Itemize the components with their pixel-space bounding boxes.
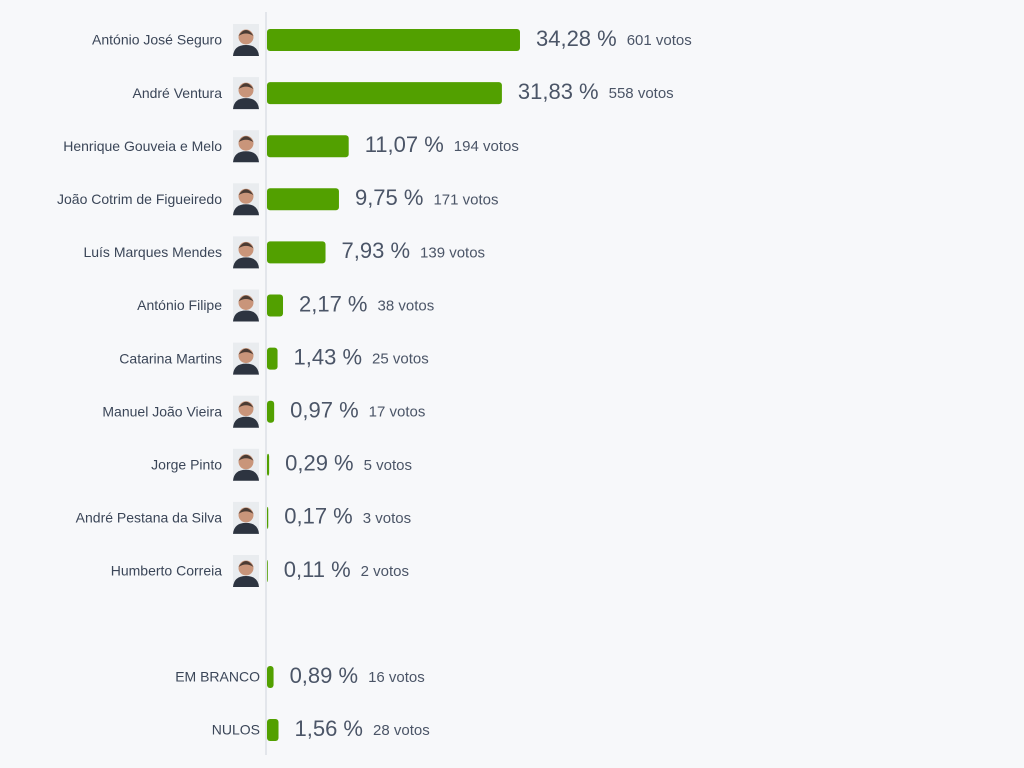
vote-label: 16 votos (368, 669, 425, 686)
photo-body (233, 45, 259, 56)
bar (267, 560, 268, 582)
category-label: António José Seguro (92, 32, 222, 48)
photo-body (233, 576, 259, 587)
candidate-photo (233, 77, 259, 110)
photo-body (233, 98, 259, 110)
category-label: André Pestana da Silva (76, 510, 223, 526)
vote-label: 28 votos (373, 722, 430, 739)
bar (267, 241, 326, 264)
vote-label: 17 votos (369, 404, 426, 421)
photo-hair (238, 454, 254, 461)
photo-hair (238, 30, 254, 36)
value-label: 0,89 % (290, 663, 359, 688)
category-label: Jorge Pinto (151, 457, 222, 473)
category-label: João Cotrim de Figueiredo (57, 191, 222, 207)
bar (267, 666, 274, 688)
bar (267, 29, 520, 51)
candidate-photo (233, 555, 259, 587)
vote-label: 194 votos (454, 138, 519, 155)
photo-body (233, 204, 259, 216)
photo-body (233, 469, 259, 481)
photo-hair (238, 561, 254, 567)
vote-label: 601 votos (627, 32, 692, 49)
vote-label: 558 votos (609, 85, 674, 102)
vote-label: 171 votos (433, 191, 498, 208)
value-label: 9,75 % (355, 185, 424, 210)
bar (267, 506, 269, 529)
category-label: Catarina Martins (119, 350, 222, 366)
category-label: Humberto Correia (111, 563, 222, 579)
photo-hair (238, 401, 254, 408)
value-label: 0,17 % (284, 504, 353, 529)
category-label: Henrique Gouveia e Melo (63, 138, 222, 154)
bar (267, 294, 284, 317)
value-label: 7,93 % (342, 238, 411, 263)
value-label: 0,97 % (290, 398, 359, 423)
bar (267, 188, 339, 211)
vote-label: 25 votos (372, 351, 429, 368)
category-label: António Filipe (137, 297, 222, 313)
vote-label: 139 votos (420, 244, 485, 261)
vote-label: 38 votos (378, 297, 435, 314)
photo-hair (238, 507, 254, 514)
category-label: Luís Marques Mendes (83, 244, 222, 260)
value-label: 31,83 % (518, 79, 599, 104)
value-label: 1,43 % (294, 344, 363, 369)
photo-hair (238, 348, 254, 355)
photo-hair (238, 295, 254, 302)
bar (267, 400, 275, 423)
photo-body (233, 522, 259, 534)
value-label: 0,11 % (284, 557, 351, 582)
category-label: EM BRANCO (175, 669, 260, 685)
category-label: Manuel João Vieira (102, 403, 222, 419)
value-label: 34,28 % (536, 26, 617, 51)
candidate-photo (233, 395, 259, 428)
value-label: 0,29 % (285, 451, 354, 476)
photo-hair (238, 189, 254, 196)
candidate-photo (233, 24, 259, 56)
candidate-photo (233, 448, 259, 481)
photo-body (233, 363, 259, 375)
candidate-photo (233, 289, 259, 322)
vote-label: 3 votos (363, 510, 411, 527)
candidate-photo (233, 236, 259, 269)
candidate-photo (233, 130, 259, 163)
candidate-photo (233, 183, 259, 216)
bar (267, 719, 279, 741)
vote-label: 5 votos (364, 457, 412, 474)
value-label: 11,07 % (365, 132, 444, 157)
bar (267, 135, 349, 158)
photo-body (233, 151, 259, 163)
photo-hair (238, 136, 254, 143)
candidate-photo (233, 501, 259, 534)
photo-body (233, 416, 259, 428)
bar (267, 453, 270, 476)
value-label: 2,17 % (299, 291, 368, 316)
photo-hair (238, 242, 254, 249)
bar (267, 82, 502, 105)
photo-body (233, 257, 259, 269)
vote-label: 2 votos (361, 563, 409, 580)
category-label: NULOS (212, 722, 260, 738)
photo-body (233, 310, 259, 322)
candidate-photo (233, 342, 259, 375)
bar (267, 347, 278, 370)
value-label: 1,56 % (295, 716, 364, 741)
photo-hair (238, 83, 254, 90)
category-label: André Ventura (132, 85, 222, 101)
